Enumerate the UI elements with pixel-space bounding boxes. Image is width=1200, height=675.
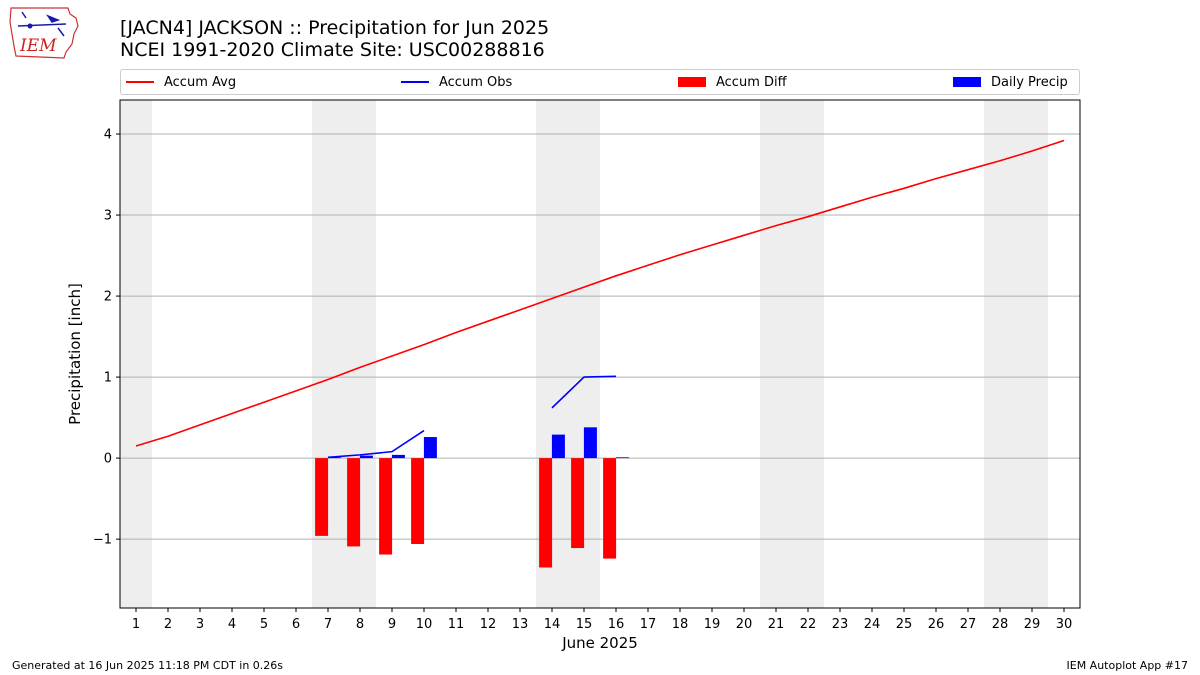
bar-accum-diff bbox=[571, 458, 585, 549]
y-tick-label: 2 bbox=[104, 290, 112, 305]
legend-label: Daily Precip bbox=[991, 74, 1068, 90]
legend-label: Accum Obs bbox=[439, 74, 513, 90]
iem-logo: IEM bbox=[9, 7, 79, 59]
weekend-shade bbox=[760, 100, 824, 608]
bar-accum-diff bbox=[603, 458, 617, 559]
bar-accum-diff bbox=[411, 458, 425, 544]
bar-daily-precip bbox=[423, 437, 437, 459]
x-tick-label: 3 bbox=[196, 617, 204, 632]
legend-label: Accum Diff bbox=[716, 74, 787, 90]
legend-label: Accum Avg bbox=[164, 74, 237, 90]
line-accum-obs bbox=[327, 429, 425, 459]
x-tick-label: 1 bbox=[132, 617, 140, 632]
legend-swatch-accum-avg bbox=[126, 81, 154, 83]
x-tick-label: 8 bbox=[356, 617, 364, 632]
x-tick-label: 28 bbox=[992, 617, 1009, 632]
x-tick-label: 22 bbox=[800, 617, 817, 632]
bar-accum-diff bbox=[379, 458, 393, 555]
y-tick-label: 1 bbox=[104, 371, 112, 386]
x-tick-label: 21 bbox=[768, 617, 785, 632]
line-accum-avg bbox=[135, 139, 1065, 447]
bar-daily-precip bbox=[551, 434, 565, 459]
x-tick-label: 17 bbox=[640, 617, 657, 632]
chart-title: [JACN4] JACKSON :: Precipitation for Jun… bbox=[120, 17, 550, 39]
bar-daily-precip bbox=[391, 454, 405, 459]
x-tick-label: 30 bbox=[1056, 617, 1073, 632]
station-dot-icon bbox=[27, 23, 33, 29]
x-tick-label: 13 bbox=[512, 617, 529, 632]
bar-daily-precip bbox=[615, 457, 629, 459]
x-tick-label: 2 bbox=[164, 617, 172, 632]
x-tick-label: 10 bbox=[416, 617, 433, 632]
bar-daily-precip bbox=[359, 455, 373, 459]
chart-subtitle: NCEI 1991-2020 Climate Site: USC00288816 bbox=[120, 39, 545, 61]
legend-swatch-daily-precip bbox=[953, 77, 981, 87]
x-tick-label: 5 bbox=[260, 617, 268, 632]
legend-swatch-accum-obs bbox=[401, 81, 429, 83]
legend-item-daily-precip: Daily Precip bbox=[953, 70, 1068, 94]
x-tick-label: 26 bbox=[928, 617, 945, 632]
x-tick-label: 20 bbox=[736, 617, 753, 632]
x-tick-label: 23 bbox=[832, 617, 849, 632]
chart-legend: Accum Avg Accum Obs Accum Diff Daily Pre… bbox=[120, 69, 1080, 95]
x-tick-label: 9 bbox=[388, 617, 396, 632]
iowa-outline-icon bbox=[9, 7, 79, 59]
weather-glyph-icon bbox=[17, 11, 67, 37]
plot-frame bbox=[119, 99, 1081, 609]
x-tick-label: 29 bbox=[1024, 617, 1041, 632]
y-axis-label: Precipitation [inch] bbox=[66, 283, 84, 425]
generated-timestamp: Generated at 16 Jun 2025 11:18 PM CDT in… bbox=[12, 659, 284, 672]
bar-daily-precip bbox=[327, 457, 341, 459]
x-tick-label: 16 bbox=[608, 617, 625, 632]
bar-accum-diff bbox=[539, 458, 553, 568]
bar-daily-precip bbox=[583, 427, 597, 459]
bar-accum-diff bbox=[315, 458, 329, 536]
logo-text: IEM bbox=[19, 36, 57, 56]
y-tick-label: −1 bbox=[93, 533, 112, 548]
x-tick-label: 25 bbox=[896, 617, 913, 632]
x-axis-label: June 2025 bbox=[562, 634, 638, 652]
bar-accum-diff bbox=[347, 458, 361, 547]
legend-swatch-accum-diff bbox=[678, 77, 706, 87]
x-tick-label: 18 bbox=[672, 617, 689, 632]
weekend-shade bbox=[120, 100, 152, 608]
x-tick-label: 4 bbox=[228, 617, 236, 632]
x-tick-label: 19 bbox=[704, 617, 721, 632]
x-tick-label: 7 bbox=[324, 617, 332, 632]
x-tick-label: 12 bbox=[480, 617, 497, 632]
x-tick-label: 14 bbox=[544, 617, 561, 632]
legend-item-accum-diff: Accum Diff bbox=[678, 70, 787, 94]
app-credit: IEM Autoplot App #17 bbox=[1066, 659, 1189, 672]
x-tick-label: 24 bbox=[864, 617, 881, 632]
y-tick-label: 4 bbox=[104, 128, 112, 143]
y-tick-label: 3 bbox=[104, 209, 112, 224]
x-tick-label: 11 bbox=[448, 617, 465, 632]
x-tick-label: 27 bbox=[960, 617, 977, 632]
legend-item-accum-obs: Accum Obs bbox=[401, 70, 512, 94]
y-tick-label: 0 bbox=[104, 452, 112, 467]
legend-item-accum-avg: Accum Avg bbox=[126, 70, 236, 94]
weekend-shade bbox=[984, 100, 1048, 608]
x-tick-label: 15 bbox=[576, 617, 593, 632]
line-accum-obs bbox=[551, 375, 617, 409]
x-tick-label: 6 bbox=[292, 617, 300, 632]
